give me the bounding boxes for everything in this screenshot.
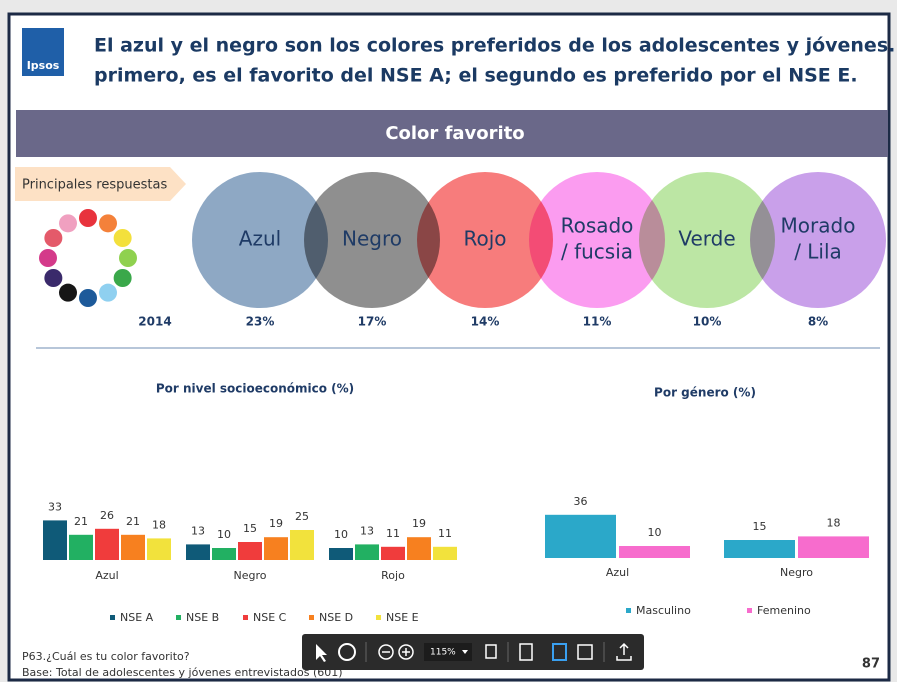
percent: 11% — [583, 315, 612, 329]
percent: 8% — [808, 315, 828, 329]
legend-marker — [309, 615, 314, 620]
color-dot — [59, 284, 77, 302]
legend-label: NSE A — [120, 611, 154, 624]
chart-title: Por nivel socioeconómico (%) — [156, 382, 354, 396]
bar — [212, 548, 236, 560]
bar — [238, 542, 262, 560]
legend-marker — [747, 608, 752, 613]
category-label: Negro — [780, 566, 813, 579]
bar — [381, 547, 405, 560]
legend-label: NSE D — [319, 611, 353, 624]
legend-label: NSE E — [386, 611, 419, 624]
bar — [43, 520, 67, 560]
legend-marker — [376, 615, 381, 620]
circle-label: Rosado — [561, 214, 634, 238]
percent: 17% — [358, 315, 387, 329]
category-label: Azul — [95, 569, 118, 582]
value-label: 26 — [100, 509, 114, 522]
chart-title: Por género (%) — [654, 386, 756, 400]
bar — [147, 538, 171, 560]
value-label: 15 — [243, 522, 257, 535]
bar — [329, 548, 353, 560]
value-label: 18 — [152, 518, 166, 531]
color-dot — [44, 229, 62, 247]
value-label: 19 — [412, 517, 426, 530]
legend-label: NSE C — [253, 611, 287, 624]
legend-marker — [110, 615, 115, 620]
value-label: 10 — [334, 528, 348, 541]
bar — [186, 544, 210, 560]
percent: 14% — [471, 315, 500, 329]
category-label: Rojo — [381, 569, 405, 582]
bar — [290, 530, 314, 560]
bar — [264, 537, 288, 560]
bar — [724, 540, 795, 558]
circle-label: Verde — [678, 227, 735, 251]
bar — [355, 544, 379, 560]
year: 2014 — [138, 315, 171, 329]
bar — [121, 535, 145, 560]
value-label: 25 — [295, 510, 309, 523]
circle-label: Rojo — [463, 227, 506, 251]
value-label: 21 — [126, 515, 140, 528]
legend-label: Femenino — [757, 604, 811, 617]
toolbar: 115% — [302, 634, 644, 670]
bar — [545, 515, 616, 558]
value-label: 10 — [648, 526, 662, 539]
footnote: Base: Total de adolescentes y jóvenes en… — [22, 666, 343, 679]
percent: 10% — [693, 315, 722, 329]
circle-label: Negro — [342, 227, 402, 251]
value-label: 15 — [753, 520, 767, 533]
bar — [407, 537, 431, 560]
circle-label: Morado — [781, 214, 856, 238]
color-dot — [59, 214, 77, 232]
value-label: 33 — [48, 500, 62, 513]
section-title: Color favorito — [385, 123, 524, 144]
color-dot — [114, 229, 132, 247]
color-dot — [44, 269, 62, 287]
page-number: 87 — [862, 657, 880, 672]
logo-text: Ipsos — [27, 59, 60, 72]
title-line: El azul y el negro son los colores prefe… — [94, 35, 897, 57]
color-dot — [119, 249, 137, 267]
legend-marker — [243, 615, 248, 620]
color-dot — [114, 269, 132, 287]
percent: 23% — [246, 315, 275, 329]
value-label: 10 — [217, 528, 231, 541]
legend-label: Masculino — [636, 604, 691, 617]
color-dot — [39, 249, 57, 267]
value-label: 11 — [386, 527, 400, 540]
value-label: 36 — [574, 495, 588, 508]
bar — [69, 535, 93, 560]
circle-label: Azul — [239, 227, 281, 251]
color-dot — [79, 209, 97, 227]
value-label: 13 — [360, 524, 374, 537]
bar — [433, 547, 457, 560]
bar — [95, 529, 119, 560]
footnote: P63.¿Cuál es tu color favorito? — [22, 650, 190, 663]
value-label: 13 — [191, 524, 205, 537]
tag: Principales respuestas — [22, 178, 167, 193]
bar — [798, 536, 869, 558]
slide: Ipsos El azul y el negro son los colores… — [0, 0, 897, 682]
zoom-level: 115% — [430, 648, 456, 658]
legend-marker — [626, 608, 631, 613]
value-label: 18 — [827, 516, 841, 529]
value-label: 21 — [74, 515, 88, 528]
title-line: primero, es el favorito del NSE A; el se… — [94, 65, 858, 87]
value-label: 19 — [269, 517, 283, 530]
circle-label: / Lila — [794, 240, 842, 264]
bar — [619, 546, 690, 558]
category-label: Azul — [606, 566, 629, 579]
circle-label: / fucsia — [561, 240, 633, 264]
legend-marker — [176, 615, 181, 620]
color-dot — [99, 214, 117, 232]
legend-label: NSE B — [186, 611, 219, 624]
value-label: 11 — [438, 527, 452, 540]
color-dot — [99, 284, 117, 302]
category-label: Negro — [234, 569, 267, 582]
color-dot — [79, 289, 97, 307]
